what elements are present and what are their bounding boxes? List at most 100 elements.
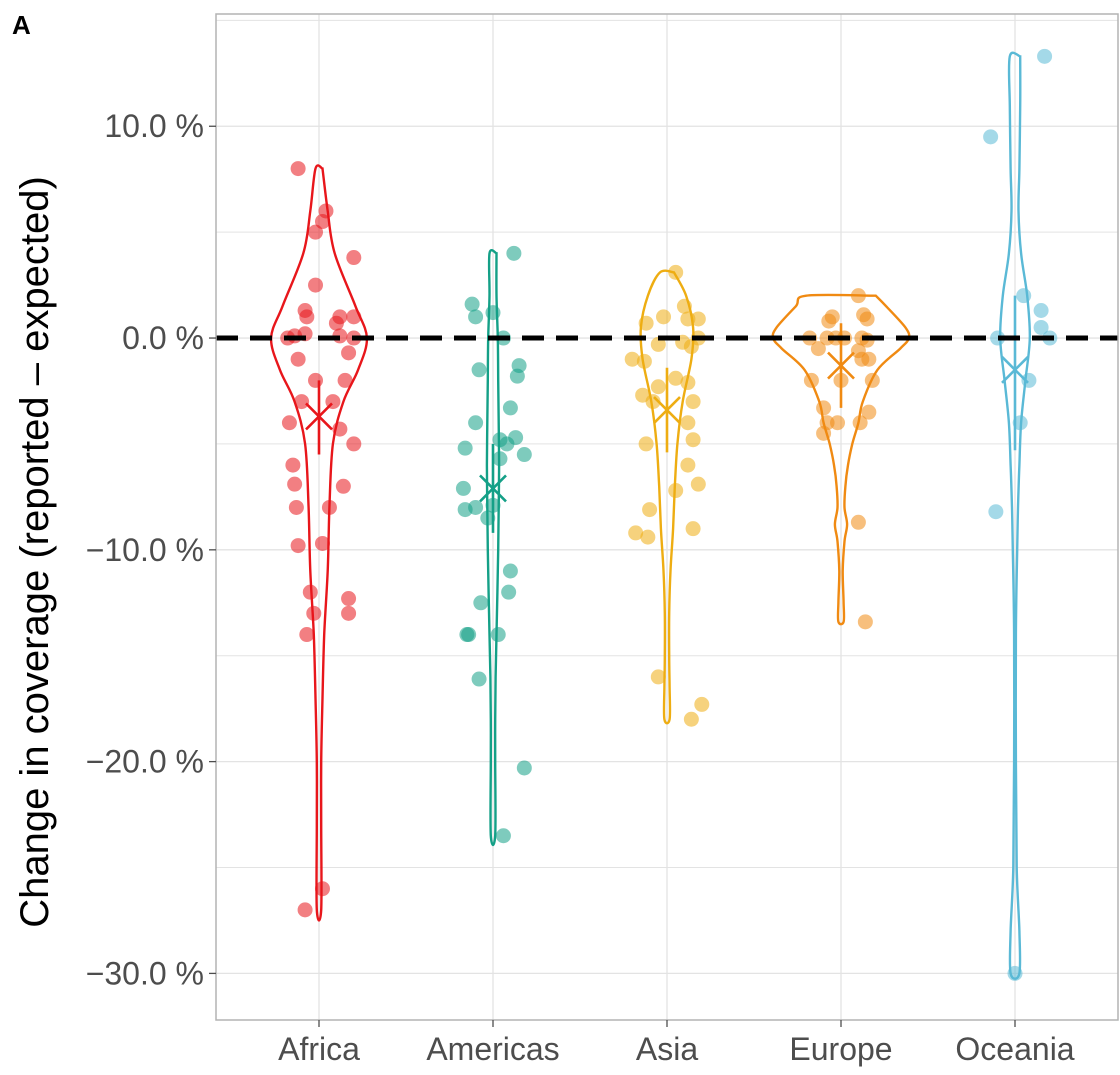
data-point <box>983 129 999 145</box>
data-point <box>341 345 357 361</box>
data-point <box>294 394 310 410</box>
data-point <box>290 538 306 554</box>
data-point <box>314 535 330 551</box>
data-point <box>314 881 330 897</box>
data-point <box>685 394 701 410</box>
data-point <box>650 669 666 685</box>
data-point <box>810 341 826 357</box>
data-point <box>299 627 315 643</box>
data-point <box>468 309 484 325</box>
data-point <box>864 372 880 388</box>
data-point <box>332 421 348 437</box>
data-point <box>852 415 868 431</box>
data-point <box>506 245 522 261</box>
y-axis-label: Change in coverage (reported – expected) <box>13 176 57 928</box>
data-point <box>803 372 819 388</box>
mean-marker <box>827 351 855 380</box>
data-point <box>341 591 357 607</box>
data-point <box>337 372 353 388</box>
data-point <box>473 595 489 611</box>
data-point <box>861 351 877 367</box>
data-point <box>816 425 832 441</box>
data-point <box>680 415 696 431</box>
data-point <box>636 353 652 369</box>
y-tick-label: 10.0 % <box>104 108 204 144</box>
x-tick-label: Oceania <box>955 1031 1074 1067</box>
data-point <box>638 315 654 331</box>
y-tick-label: −10.0 % <box>86 532 204 568</box>
data-point <box>287 476 303 492</box>
data-point <box>346 250 362 266</box>
y-tick-label: −20.0 % <box>86 744 204 780</box>
data-point <box>640 529 656 545</box>
data-point <box>299 309 315 325</box>
data-point <box>321 499 337 515</box>
data-point <box>816 400 832 416</box>
data-point <box>468 415 484 431</box>
data-point <box>328 315 344 331</box>
data-point <box>850 514 866 530</box>
data-point <box>624 351 640 367</box>
data-point <box>683 339 699 355</box>
data-point <box>668 264 684 280</box>
data-point <box>824 309 840 325</box>
data-point <box>302 584 318 600</box>
data-point <box>1021 372 1037 388</box>
data-point <box>455 480 471 496</box>
data-point <box>1033 303 1049 319</box>
data-point <box>297 902 313 918</box>
data-point <box>683 711 699 727</box>
data-point <box>830 415 846 431</box>
data-point <box>471 362 487 378</box>
data-point <box>990 330 1006 346</box>
data-point <box>857 614 873 630</box>
data-point <box>680 311 696 327</box>
data-point <box>290 351 306 367</box>
data-point <box>656 309 672 325</box>
data-point <box>680 457 696 473</box>
data-point <box>668 370 684 386</box>
data-point <box>685 432 701 448</box>
data-point <box>516 447 532 463</box>
data-point <box>650 379 666 395</box>
data-point <box>1012 415 1028 431</box>
data-point <box>471 671 487 687</box>
data-point <box>499 436 515 452</box>
data-point <box>668 483 684 499</box>
data-point <box>495 828 511 844</box>
data-point <box>490 627 506 643</box>
data-point <box>694 696 710 712</box>
data-point <box>502 563 518 579</box>
data-point <box>676 298 692 314</box>
data-point <box>988 504 1004 520</box>
axis-layer: −30.0 % −20.0 % −10.0 % 0.0 % 10.0 % Africa Am… <box>86 13 1119 1067</box>
data-point <box>308 372 324 388</box>
data-point <box>516 760 532 776</box>
data-point <box>1007 965 1023 981</box>
data-point <box>1033 319 1049 335</box>
data-point <box>638 436 654 452</box>
x-tick-label: Europe <box>789 1031 892 1067</box>
violin-asia <box>639 269 695 725</box>
data-point <box>308 224 324 240</box>
data-point <box>341 605 357 621</box>
data-point <box>285 457 301 473</box>
mean-marker <box>653 396 681 424</box>
data-point <box>850 288 866 304</box>
data-point <box>281 415 297 431</box>
data-point <box>690 476 706 492</box>
data-point <box>642 502 658 518</box>
mean-marker <box>479 474 507 503</box>
data-point <box>290 161 306 177</box>
data-point <box>685 521 701 537</box>
data-point <box>1037 48 1053 64</box>
data-point <box>306 605 322 621</box>
data-point <box>335 478 351 494</box>
data-point <box>501 584 517 600</box>
point-layer <box>280 48 1058 981</box>
data-point <box>346 309 362 325</box>
x-tick-label: Asia <box>636 1031 698 1067</box>
data-point <box>502 400 518 416</box>
data-point <box>308 277 324 293</box>
